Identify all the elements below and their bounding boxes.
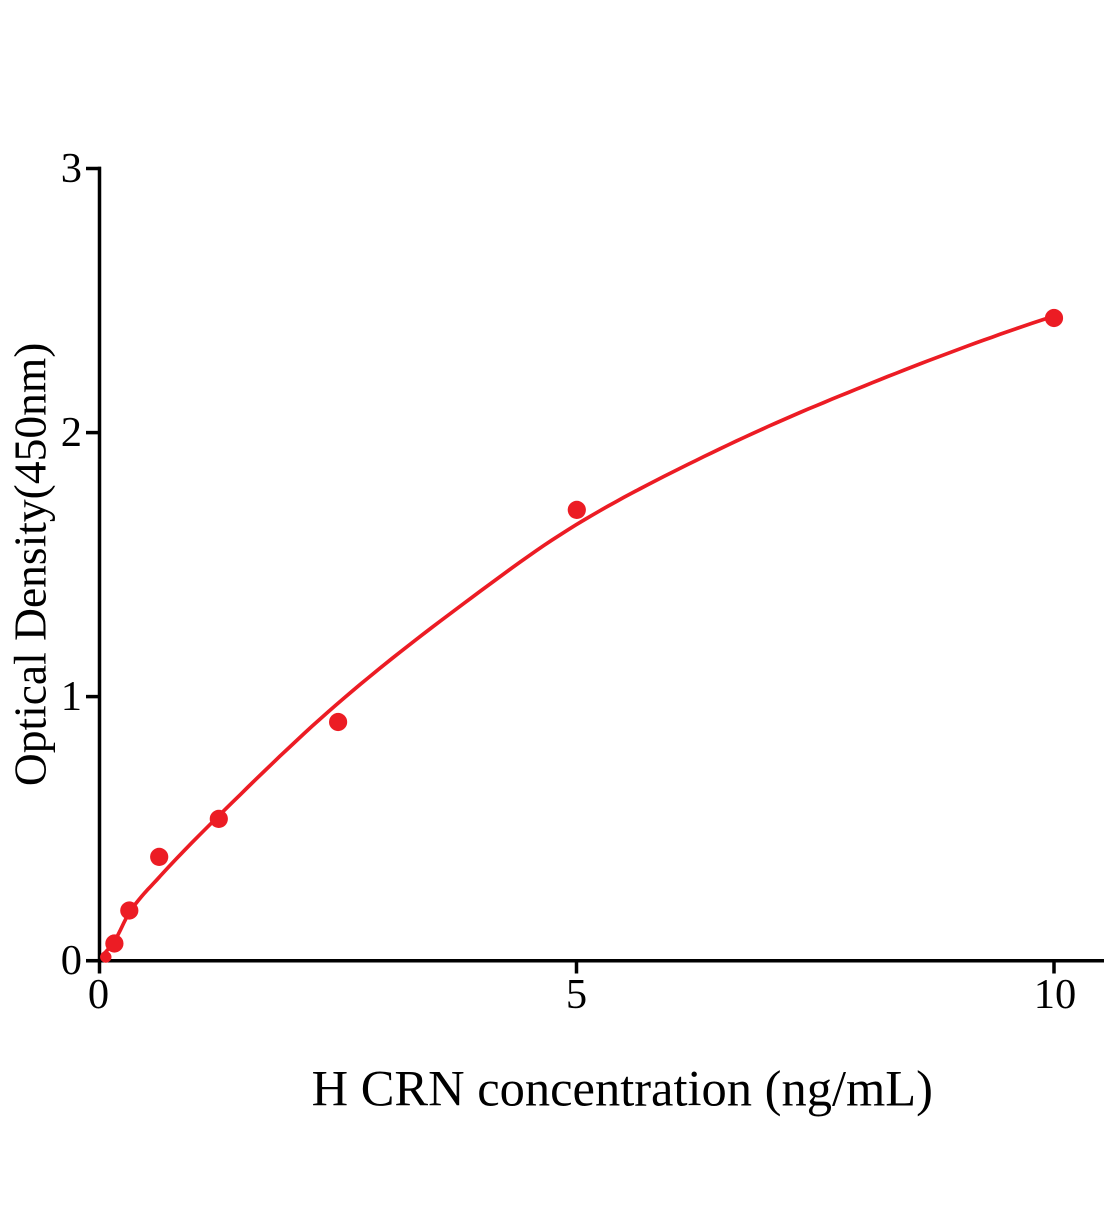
svg-text:0: 0	[61, 937, 82, 984]
svg-text:Optical Density(450nm): Optical Density(450nm)	[5, 343, 56, 787]
svg-text:1: 1	[61, 673, 82, 720]
svg-text:2: 2	[61, 409, 82, 456]
svg-text:10: 10	[1034, 971, 1077, 1018]
svg-text:5: 5	[566, 971, 587, 1018]
svg-text:3: 3	[61, 145, 82, 192]
svg-text:H CRN concentration (ng/mL): H CRN concentration (ng/mL)	[312, 1061, 933, 1117]
svg-text:0: 0	[88, 971, 109, 1018]
